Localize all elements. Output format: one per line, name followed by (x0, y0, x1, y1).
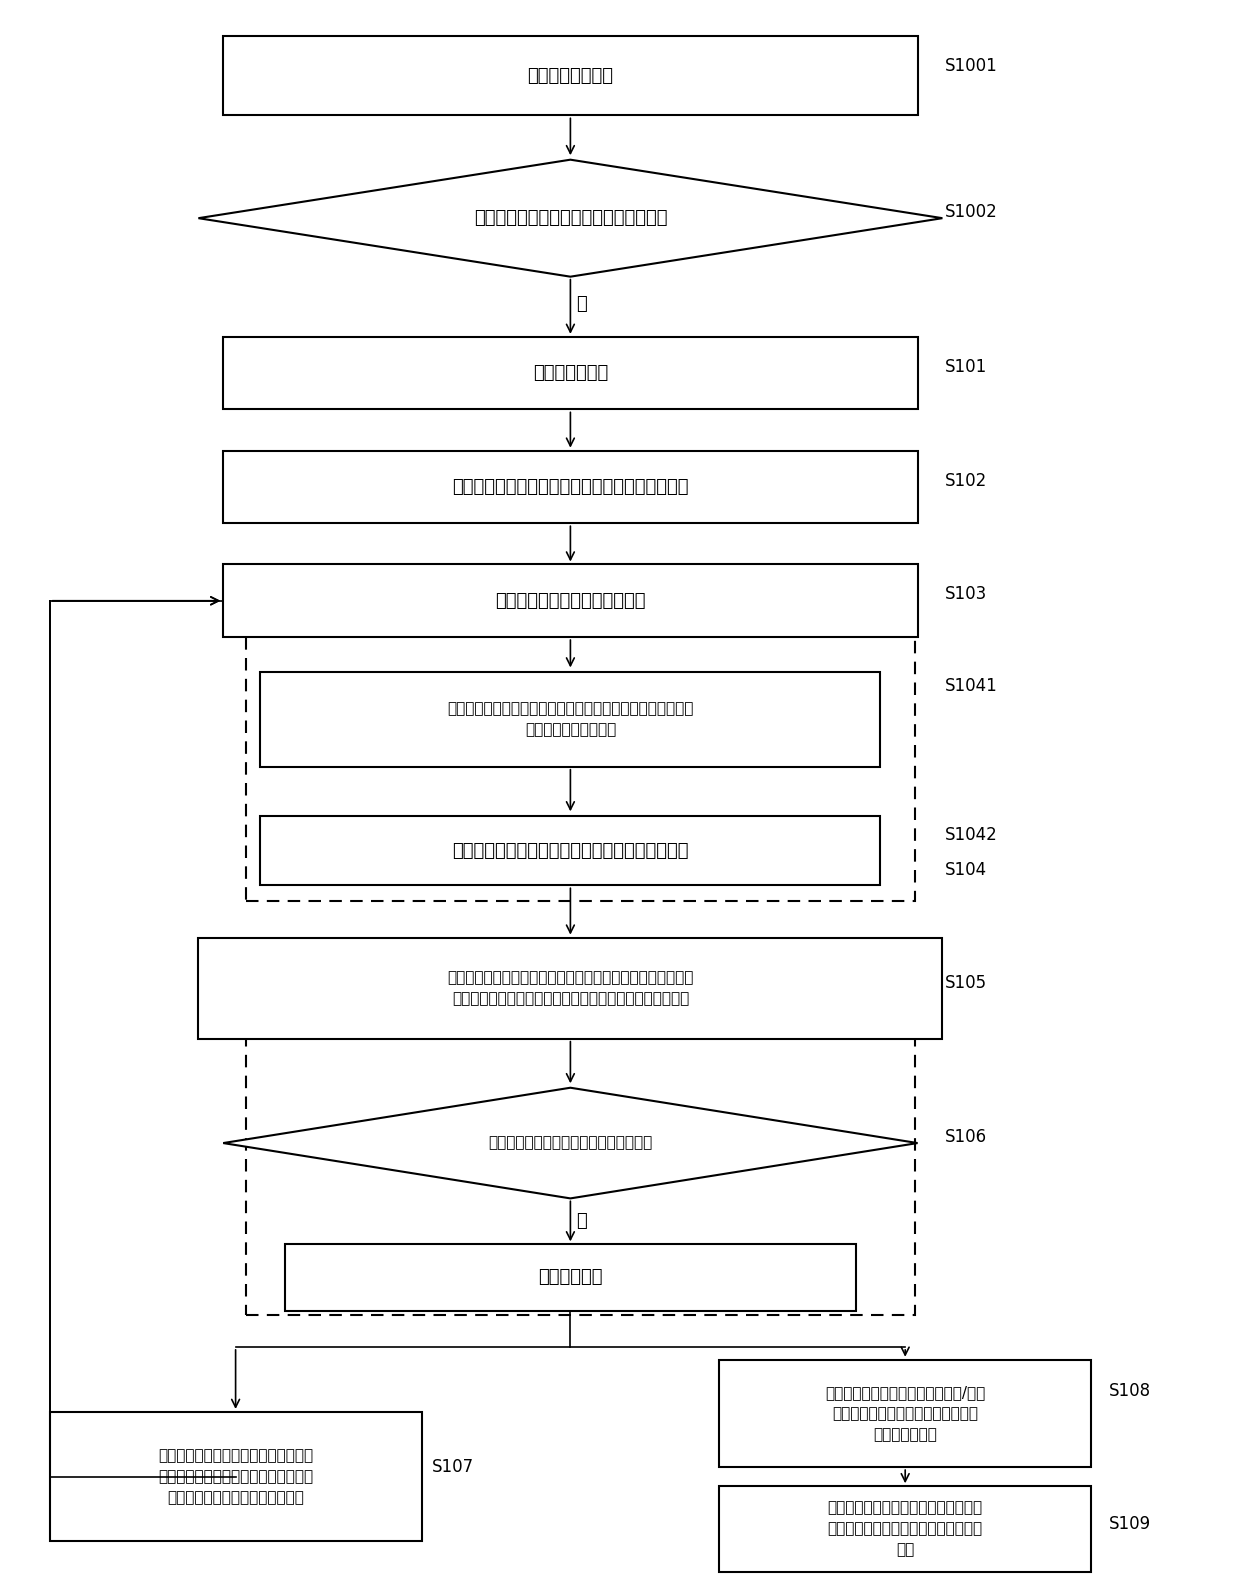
Text: S1002: S1002 (945, 202, 998, 221)
Bar (246, 636, 915, 901)
Polygon shape (223, 1088, 918, 1198)
Text: S1001: S1001 (945, 57, 998, 76)
Text: S1042: S1042 (945, 825, 998, 844)
Text: 驱动马达移动第一位移量，并获取移动后的当前图像帧对应的
当前相位差、当前清晰度值和表征马达位置的当前位置数据: 驱动马达移动第一位移量，并获取移动后的当前图像帧对应的 当前相位差、当前清晰度值… (448, 971, 693, 1006)
Text: S101: S101 (945, 357, 987, 376)
Bar (719, 1360, 1091, 1467)
Text: S104: S104 (945, 860, 987, 879)
Text: S102: S102 (945, 471, 987, 490)
Text: 在对焦次数达到第一设定阈值，和/或，
在第一位移量小于第二设定阈值时，
则确定完成对焦: 在对焦次数达到第一设定阈值，和/或， 在第一位移量小于第二设定阈值时， 则确定完… (825, 1385, 986, 1442)
Bar (198, 938, 942, 1039)
Text: S107: S107 (432, 1458, 474, 1477)
Bar (223, 36, 918, 115)
Bar (223, 451, 918, 523)
Text: S103: S103 (945, 585, 987, 604)
Text: S106: S106 (945, 1127, 987, 1146)
Text: 根据第一相位差获取目标相位差: 根据第一相位差获取目标相位差 (495, 591, 646, 610)
Bar (260, 672, 880, 767)
Text: 计算目标相位差和预设离焦转换系数的乘积以得到摄像模组中
马达对应的初始位移量: 计算目标相位差和预设离焦转换系数的乘积以得到摄像模组中 马达对应的初始位移量 (448, 702, 693, 737)
Bar (719, 1486, 1091, 1572)
Polygon shape (198, 160, 942, 277)
Bar (223, 564, 918, 637)
Text: 采用预设函数根据初始位移量计算得到第一位移量: 采用预设函数根据初始位移量计算得到第一位移量 (453, 841, 688, 860)
Bar (285, 1244, 856, 1311)
Text: 是: 是 (577, 294, 588, 313)
Text: S1041: S1041 (945, 677, 998, 696)
Text: 根据每次移动马达后获取的当前位置数
据和当前相位差计算得到目标离焦转换
系数: 根据每次移动马达后获取的当前位置数 据和当前相位差计算得到目标离焦转换 系数 (827, 1500, 983, 1557)
Bar (246, 1031, 915, 1315)
Bar (223, 337, 918, 409)
Text: 获取目标图像帧对应的第一相位差和第一清晰度值: 获取目标图像帧对应的第一相位差和第一清晰度值 (453, 477, 688, 496)
Text: 判断当前清晰度值是否大于第一清晰度值: 判断当前清晰度值是否大于第一清晰度值 (474, 209, 667, 228)
Text: S108: S108 (1109, 1382, 1151, 1401)
Text: S109: S109 (1109, 1515, 1151, 1534)
Text: S105: S105 (945, 974, 987, 993)
Text: 在对焦次数未达到第一设定阈值第一位
移量大于或者等于第二设定阈值时，根
据当前图像帧形成新的图像帧集合: 在对焦次数未达到第一设定阈值第一位 移量大于或者等于第二设定阈值时，根 据当前图… (157, 1448, 314, 1505)
Text: 判断当前清晰度值是否大于第一清晰度值: 判断当前清晰度值是否大于第一清晰度值 (489, 1135, 652, 1151)
Bar (50, 1412, 422, 1541)
Text: 获取图像帧集合: 获取图像帧集合 (533, 364, 608, 383)
Text: 是: 是 (577, 1211, 588, 1230)
Text: 记录对焦次数: 记录对焦次数 (538, 1268, 603, 1287)
Bar (260, 816, 880, 885)
Text: 获取对焦触发指令: 获取对焦触发指令 (527, 66, 614, 85)
